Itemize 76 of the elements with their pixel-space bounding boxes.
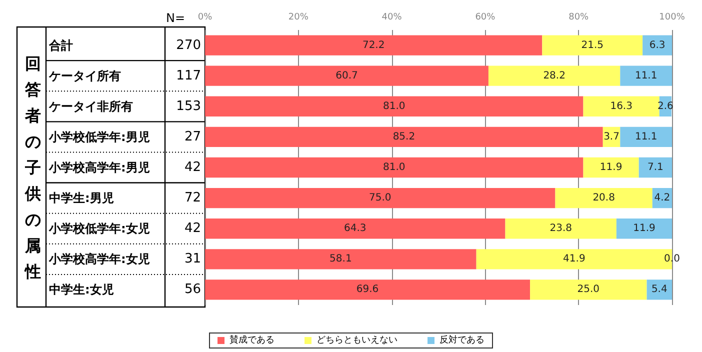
text: 27	[184, 129, 201, 144]
x-tick-label: 100%	[659, 12, 686, 22]
bar	[205, 126, 603, 148]
legend-label: どちらともいえない	[316, 336, 398, 346]
data-label: 11.1	[634, 70, 658, 82]
data-label: 69.6	[356, 284, 379, 296]
data-label: 6.3	[649, 40, 666, 51]
bar	[555, 188, 652, 208]
data-label: 11.1	[634, 131, 658, 142]
data-label: 16.3	[610, 100, 632, 112]
bar	[638, 157, 672, 178]
bar	[488, 66, 620, 86]
y-tick-label: 中学生:男児	[49, 191, 114, 206]
text: 56	[184, 282, 201, 298]
bar	[205, 157, 584, 178]
bar	[205, 249, 476, 270]
bar	[616, 218, 672, 239]
text: 42	[184, 221, 201, 236]
y-tick-label: ケータイ非所有	[48, 99, 133, 114]
bar	[205, 66, 488, 86]
text: 117	[176, 68, 201, 84]
data-label: 81.0	[383, 100, 406, 112]
data-label: 20.8	[592, 192, 615, 204]
data-label: 21.5	[581, 40, 604, 51]
x-tick-label: 0%	[198, 12, 213, 22]
text: 270	[176, 38, 201, 53]
legend-label: 賛成である	[230, 334, 274, 346]
data-label: 41.9	[563, 254, 586, 265]
data-label: 11.9	[600, 162, 622, 173]
data-label: 28.2	[543, 70, 566, 82]
bar	[620, 66, 672, 86]
data-label: 72.2	[362, 40, 385, 51]
text: N=	[166, 11, 186, 25]
data-label: 4.2	[654, 192, 670, 204]
data-label: 11.9	[633, 223, 656, 234]
bar	[205, 96, 584, 116]
bar	[583, 96, 660, 116]
text: 回答者の子供の属性	[25, 54, 41, 281]
bar	[583, 157, 639, 178]
y-tick-label: 小学校低学年:男児	[48, 130, 150, 144]
y-tick-label: 小学校低学年:女児	[48, 222, 150, 236]
bar	[205, 280, 530, 300]
data-label: 7.1	[647, 162, 664, 173]
x-tick-label: 60%	[475, 12, 496, 22]
data-label: 58.1	[330, 254, 352, 265]
bar	[542, 35, 643, 56]
y-tick-label: 中学生:女児	[49, 282, 114, 297]
bar	[620, 126, 672, 148]
legend-label: 反対である	[440, 334, 484, 346]
y-tick-label: 小学校高学年:女児	[48, 252, 150, 266]
data-label: 3.7	[604, 131, 620, 142]
data-label: 5.4	[651, 284, 668, 296]
text: 31	[184, 252, 201, 267]
x-tick-label: 20%	[288, 12, 309, 22]
bar	[530, 280, 647, 300]
data-label: 85.2	[392, 131, 416, 142]
bar	[205, 218, 506, 239]
y-tick-label: ケータイ所有	[48, 68, 121, 83]
text: 42	[184, 160, 201, 175]
bar	[505, 218, 616, 239]
bar	[646, 280, 672, 300]
data-label: 23.8	[550, 223, 572, 234]
x-tick-label: 80%	[568, 12, 590, 22]
data-label: 25.0	[577, 284, 600, 296]
bar	[642, 35, 672, 56]
text: 72	[184, 190, 201, 206]
bar	[205, 35, 542, 56]
data-label: 75.0	[368, 192, 392, 204]
data-label: 81.0	[383, 162, 406, 173]
y-tick-label: 合計	[48, 38, 73, 52]
data-label: 64.3	[344, 223, 366, 234]
text: 153	[176, 98, 201, 114]
x-tick-label: 40%	[382, 12, 402, 22]
y-tick-label: 小学校高学年:男児	[48, 160, 150, 174]
bar	[205, 188, 556, 208]
data-label: 60.7	[336, 70, 358, 82]
